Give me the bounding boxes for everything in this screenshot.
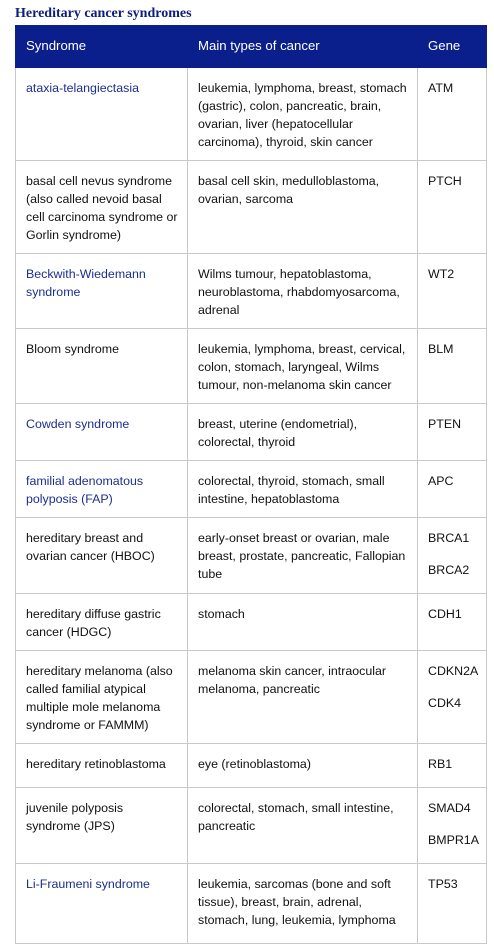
syndrome-cell: familial adenomatous polyposis (FAP) <box>15 460 188 518</box>
table-row: basal cell nevus syndrome (also called n… <box>15 160 487 254</box>
gene-name: TP53 <box>428 877 458 891</box>
syndrome-cell: ataxia-telangiectasia <box>15 67 188 161</box>
table-row: juvenile polyposis syndrome (JPS) colorec… <box>15 787 487 864</box>
gene-name: CDKN2A <box>428 664 479 678</box>
table-row: ataxia-telangiectasia leukemia, lymphoma,… <box>15 67 487 161</box>
cancer-types-cell: early-onset breast or ovarian, male brea… <box>187 517 418 594</box>
gene-name: CDK4 <box>428 696 462 710</box>
table-row: hereditary retinoblastoma eye (retinoblas… <box>15 743 487 788</box>
gene-name: BMPR1A <box>428 833 479 847</box>
syndrome-cell: Beckwith-Wiedemann syndrome <box>15 253 188 329</box>
cancer-types-cell: melanoma skin cancer, intraocular melano… <box>187 650 418 744</box>
gene-name: CDH1 <box>428 607 462 621</box>
syndrome-link[interactable]: familial adenomatous polyposis (FAP) <box>26 474 144 506</box>
gene-cell: TP53 <box>417 863 487 944</box>
cancer-types-cell: colorectal, stomach, small intestine, pa… <box>187 787 418 864</box>
syndrome-cell: Li-Fraumeni syndrome <box>15 863 188 944</box>
syndrome-cell: hereditary retinoblastoma <box>15 743 188 788</box>
gene-cell: BRCA1 BRCA2 <box>417 517 487 594</box>
gene-cell: SMAD4 BMPR1A <box>417 787 487 864</box>
cancer-types-cell: leukemia, sarcomas (bone and soft tissue… <box>187 863 418 944</box>
table-row: Cowden syndrome breast, uterine (endometr… <box>15 403 487 461</box>
syndrome-cell: hereditary diffuse gastric cancer (HDGC) <box>15 593 188 651</box>
syndromes-table: Syndrome Main types of cancer Gene ataxia-… <box>15 25 487 944</box>
column-header: Syndrome <box>15 25 188 68</box>
syndrome-cell: Bloom syndrome <box>15 328 188 404</box>
table-row: hereditary breast and ovarian cancer (HB… <box>15 517 487 594</box>
cancer-types-cell: Wilms tumour, hepatoblastoma, neuroblast… <box>187 253 418 329</box>
cancer-types-cell: basal cell skin, medulloblastoma, ovaria… <box>187 160 418 254</box>
table-row: Li-Fraumeni syndrome leukemia, sarcomas (… <box>15 863 487 944</box>
gene-name: ATM <box>428 81 454 95</box>
gene-name: SMAD4 <box>428 801 471 815</box>
syndrome-cell: juvenile polyposis syndrome (JPS) <box>15 787 188 864</box>
cancer-types-cell: colorectal, thyroid, stomach, small inte… <box>187 460 418 518</box>
gene-cell: CDH1 <box>417 593 487 651</box>
page-title: Hereditary cancer syndromes <box>15 6 192 21</box>
gene-cell: WT2 <box>417 253 487 329</box>
gene-cell: ATM <box>417 67 487 161</box>
gene-name: PTCH <box>428 174 462 188</box>
gene-name: WT2 <box>428 267 455 281</box>
gene-name: BRCA2 <box>428 563 470 577</box>
syndrome-link[interactable]: Cowden syndrome <box>26 417 130 431</box>
gene-name: RB1 <box>428 757 453 771</box>
column-header: Main types of cancer <box>187 25 418 68</box>
gene-name: APC <box>428 474 454 488</box>
cancer-types-cell: leukemia, lymphoma, breast, cervical, co… <box>187 328 418 404</box>
gene-name: PTEN <box>428 417 462 431</box>
cancer-types-cell: breast, uterine (endometrial), colorecta… <box>187 403 418 461</box>
syndrome-link[interactable]: ataxia-telangiectasia <box>26 81 139 95</box>
syndrome-link[interactable]: Li-Fraumeni syndrome <box>26 877 150 891</box>
table-row: Beckwith-Wiedemann syndrome Wilms tumour,… <box>15 253 487 329</box>
syndrome-cell: Cowden syndrome <box>15 403 188 461</box>
table-row: familial adenomatous polyposis (FAP) colo… <box>15 460 487 518</box>
gene-name: BRCA1 <box>428 531 470 545</box>
header-row: Syndrome Main types of cancer Gene <box>15 25 487 68</box>
gene-cell: APC <box>417 460 487 518</box>
gene-cell: PTEN <box>417 403 487 461</box>
syndrome-cell: hereditary breast and ovarian cancer (HB… <box>15 517 188 594</box>
cancer-types-cell: leukemia, lymphoma, breast, stomach (gas… <box>187 67 418 161</box>
gene-cell: RB1 <box>417 743 487 788</box>
cancer-types-cell: stomach <box>187 593 418 651</box>
table-row: hereditary melanoma (also called familia… <box>15 650 487 744</box>
column-header: Gene <box>417 25 487 68</box>
table-row: Bloom syndrome leukemia, lymphoma, breast… <box>15 328 487 404</box>
gene-cell: PTCH <box>417 160 487 254</box>
gene-cell: BLM <box>417 328 487 404</box>
table-row: hereditary diffuse gastric cancer (HDGC)… <box>15 593 487 651</box>
syndrome-cell: hereditary melanoma (also called familia… <box>15 650 188 744</box>
gene-name: BLM <box>428 342 454 356</box>
cancer-types-cell: eye (retinoblastoma) <box>187 743 418 788</box>
gene-cell: CDKN2A CDK4 <box>417 650 487 744</box>
syndrome-link[interactable]: Beckwith-Wiedemann syndrome <box>26 267 146 299</box>
syndrome-cell: basal cell nevus syndrome (also called n… <box>15 160 188 254</box>
